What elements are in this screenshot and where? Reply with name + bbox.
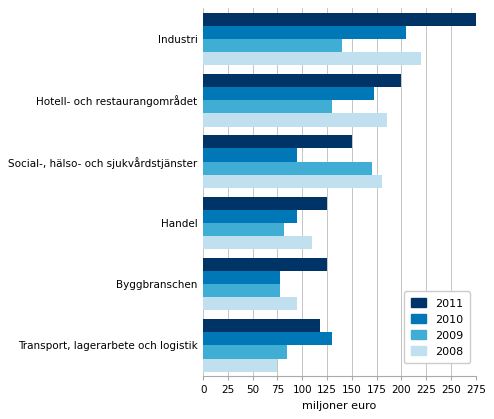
- Bar: [203, 345, 288, 359]
- Bar: [203, 258, 327, 271]
- Bar: [203, 271, 281, 284]
- X-axis label: miljoner euro: miljoner euro: [302, 401, 376, 411]
- Bar: [203, 162, 371, 175]
- Bar: [203, 148, 297, 162]
- Bar: [203, 223, 285, 236]
- Bar: [203, 39, 342, 52]
- Bar: [203, 332, 332, 345]
- Bar: [203, 175, 381, 188]
- Bar: [203, 284, 281, 297]
- Bar: [203, 13, 476, 26]
- Bar: [203, 297, 297, 310]
- Bar: [203, 114, 386, 127]
- Bar: [203, 100, 332, 114]
- Bar: [203, 359, 278, 372]
- Bar: [203, 52, 421, 65]
- Bar: [203, 87, 373, 100]
- Bar: [203, 26, 407, 39]
- Bar: [203, 74, 402, 87]
- Bar: [203, 236, 312, 249]
- Bar: [203, 319, 320, 332]
- Legend: 2011, 2010, 2009, 2008: 2011, 2010, 2009, 2008: [404, 291, 470, 363]
- Bar: [203, 197, 327, 210]
- Bar: [203, 210, 297, 223]
- Bar: [203, 135, 352, 148]
